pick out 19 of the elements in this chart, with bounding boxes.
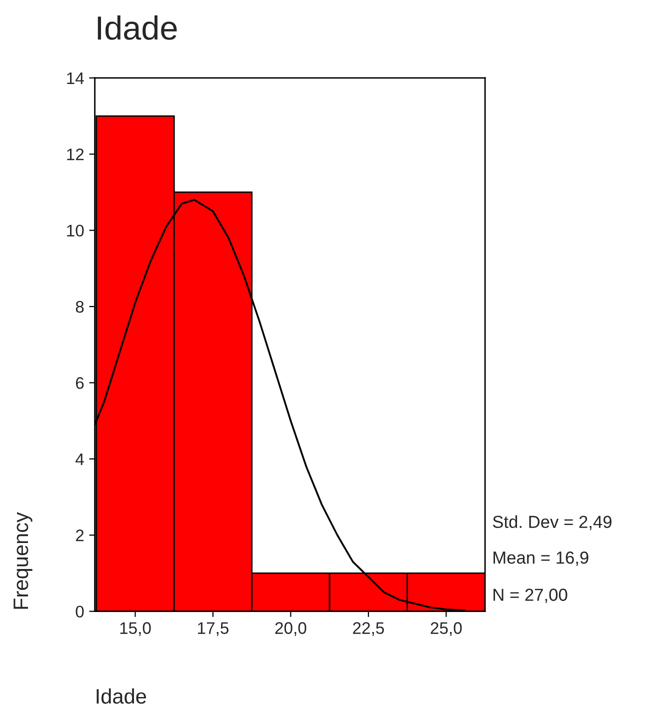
text: Std. Dev = 2,49 [492, 515, 612, 530]
x-tick-label: 15,0 [120, 622, 151, 636]
y-tick-label: 0 [76, 606, 84, 618]
y-tick-label: 12 [67, 148, 84, 160]
x-axis-title: Idade [96, 688, 146, 704]
y-tick-label: 6 [76, 377, 84, 389]
y-tick-label: 2 [76, 530, 84, 542]
y-tick-label: 4 [76, 454, 84, 465]
x-tick-label: 17,5 [198, 622, 228, 636]
y-tick-label: 10 [67, 224, 84, 237]
y-tick-label: 14 [67, 72, 84, 84]
text: N = 27,00 [494, 588, 568, 604]
x-tick-label: 20,0 [275, 622, 306, 636]
chart-title: Idade [98, 15, 177, 40]
y-tick-label: 8 [76, 300, 84, 313]
y-axis-title: Frequency [14, 512, 32, 609]
x-tick-label: 25,0 [430, 622, 462, 636]
x-tick-label: 22,5 [353, 622, 384, 636]
text: Mean = 16,9 [494, 551, 588, 566]
